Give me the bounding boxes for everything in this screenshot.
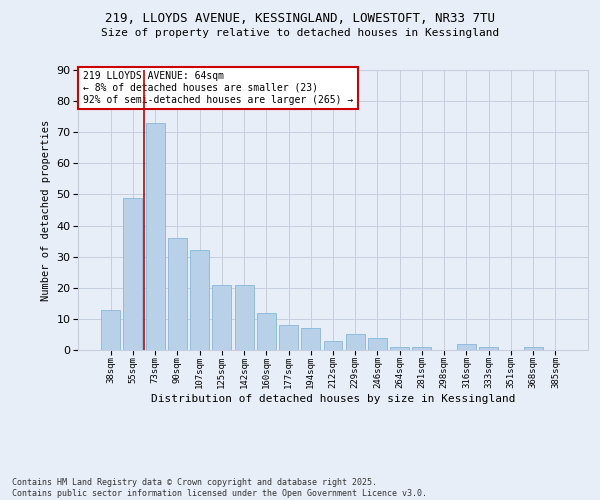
Bar [346,334,365,350]
Bar [168,238,187,350]
X-axis label: Distribution of detached houses by size in Kessingland: Distribution of detached houses by size … [151,394,515,404]
Text: 219, LLOYDS AVENUE, KESSINGLAND, LOWESTOFT, NR33 7TU: 219, LLOYDS AVENUE, KESSINGLAND, LOWESTO… [105,12,495,26]
Bar [279,325,298,350]
Text: Contains HM Land Registry data © Crown copyright and database right 2025.
Contai: Contains HM Land Registry data © Crown c… [12,478,427,498]
Bar [457,344,476,350]
Bar [235,284,254,350]
Bar [323,340,343,350]
Bar [146,123,164,350]
Bar [368,338,387,350]
Bar [257,312,276,350]
Bar [412,347,431,350]
Bar [390,347,409,350]
Bar [101,310,120,350]
Bar [190,250,209,350]
Bar [212,284,231,350]
Bar [301,328,320,350]
Text: Size of property relative to detached houses in Kessingland: Size of property relative to detached ho… [101,28,499,38]
Bar [124,198,142,350]
Bar [479,347,498,350]
Bar [524,347,542,350]
Y-axis label: Number of detached properties: Number of detached properties [41,120,50,300]
Text: 219 LLOYDS AVENUE: 64sqm
← 8% of detached houses are smaller (23)
92% of semi-de: 219 LLOYDS AVENUE: 64sqm ← 8% of detache… [83,72,353,104]
